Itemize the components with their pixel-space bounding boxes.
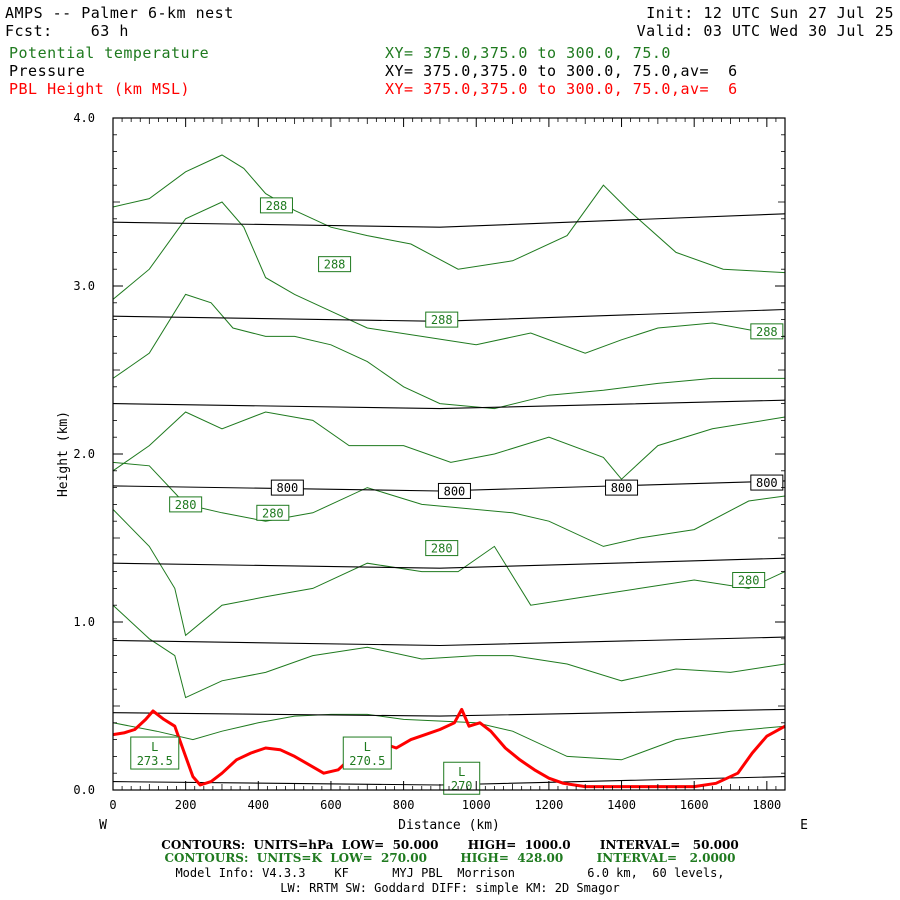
pressure-label-1-box: [437, 482, 471, 499]
pressure-contour-0: [112, 213, 786, 228]
x-tick-label-9: 1800: [752, 798, 781, 812]
valid-time: Valid: 03 UTC Wed 30 Jul 25: [636, 22, 894, 40]
low-label-value-0: 273.5: [137, 754, 173, 768]
theta-contour-info: CONTOURS: UNITS=K LOW= 270.00 HIGH= 428.…: [164, 851, 736, 865]
theta-contour-1: [112, 201, 786, 354]
field-xy-theta: XY= 375.0,375.0 to 300.0, 75.0: [385, 44, 671, 62]
theta-contour-3: [112, 411, 786, 480]
theta-label-2-box: [425, 311, 459, 328]
x-tick-label-3: 600: [320, 798, 342, 812]
field-name-theta: Potential temperature: [9, 44, 210, 62]
pressure-contour-2: [112, 399, 786, 410]
model-info: Model Info: V4.3.3 KF MYJ PBL Morrison 6…: [175, 866, 725, 880]
y-tick-label-0: 0.0: [73, 783, 95, 797]
theta-label-7-box: [732, 572, 766, 588]
field-name-pbl: PBL Height (km MSL): [9, 80, 191, 98]
y-tick-label-4: 4.0: [73, 111, 95, 125]
theta-contour-5: [112, 509, 786, 637]
theta-contour-7: [112, 713, 786, 761]
theta-label-1: 288: [324, 258, 346, 272]
theta-label-3-box: [750, 323, 784, 340]
x-tick-label-5: 1000: [462, 798, 491, 812]
theta-label-5-box: [256, 504, 290, 521]
theta-contour-0: [112, 154, 786, 274]
y-axis-label: Height (km): [56, 411, 71, 497]
theta-contour-2: [112, 293, 785, 410]
y-tick-label-1: 1.0: [73, 615, 95, 629]
theta-label-5: 280: [262, 506, 284, 520]
x-tick-label-4: 800: [393, 798, 415, 812]
low-label-letter-0: L: [151, 740, 158, 754]
pressure-label-0-box: [270, 479, 304, 496]
y-tick-label-2: 2.0: [73, 447, 95, 461]
pressure-label-0: 800: [277, 481, 299, 495]
theta-contour-4: [112, 461, 786, 547]
theta-label-2: 288: [431, 313, 453, 327]
forecast-hour: Fcst: 63 h: [5, 22, 129, 40]
low-label-letter-1: L: [364, 740, 371, 754]
theta-contour-6: [112, 604, 786, 699]
theta-label-4-box: [169, 496, 203, 513]
theta-label-4: 280: [175, 498, 197, 512]
pressure-label-3: 800: [756, 476, 778, 490]
field-xy-pressure: XY= 375.0,375.0 to 300.0, 75.0,av= 6: [385, 62, 738, 80]
theta-label-0-box: [259, 197, 293, 214]
theta-label-6: 280: [431, 542, 453, 556]
east-label: E: [800, 818, 808, 833]
pressure-label-3-box: [750, 474, 784, 491]
low-label-letter-2: L: [458, 765, 465, 779]
x-tick-label-7: 1400: [607, 798, 636, 812]
field-name-pressure: Pressure: [9, 62, 86, 80]
pressure-contour-4: [112, 557, 786, 569]
x-tick-label-6: 1200: [534, 798, 563, 812]
low-label-box-1: [342, 736, 392, 770]
theta-label-6-box: [425, 540, 459, 557]
init-time: Init: 12 UTC Sun 27 Jul 25: [646, 4, 894, 22]
pressure-label-1: 800: [444, 484, 466, 498]
plot-frame: [112, 117, 786, 791]
x-tick-label-0: 0: [109, 798, 116, 812]
theta-label-1-box: [318, 256, 352, 273]
low-label-value-2: 270: [451, 779, 473, 793]
x-tick-label-1: 200: [175, 798, 197, 812]
x-tick-label-2: 400: [247, 798, 269, 812]
y-tick-label-3: 3.0: [73, 279, 95, 293]
field-xy-pbl: XY= 375.0,375.0 to 300.0, 75.0,av= 6: [385, 80, 738, 98]
pressure-label-2: 800: [611, 481, 633, 495]
pressure-label-2-box: [605, 479, 639, 496]
x-tick-label-8: 1600: [680, 798, 709, 812]
pressure-contour-info: CONTOURS: UNITS=hPa LOW= 50.000 HIGH= 10…: [161, 838, 739, 852]
theta-label-3: 288: [756, 325, 778, 339]
low-label-box-2: [443, 761, 481, 795]
west-label: W: [99, 818, 107, 833]
physics-info: LW: RRTM SW: Goddard DIFF: simple KM: 2D…: [280, 881, 620, 895]
model-title: AMPS -- Palmer 6-km nest: [5, 4, 234, 22]
theta-label-7: 280: [738, 574, 760, 588]
pressure-contour-6: [112, 708, 786, 717]
pressure-contour-5: [112, 636, 786, 647]
low-label-value-1: 270.5: [349, 754, 385, 768]
theta-label-0: 288: [266, 199, 288, 213]
x-axis-label: Distance (km): [398, 818, 500, 833]
low-label-box-0: [130, 736, 180, 770]
